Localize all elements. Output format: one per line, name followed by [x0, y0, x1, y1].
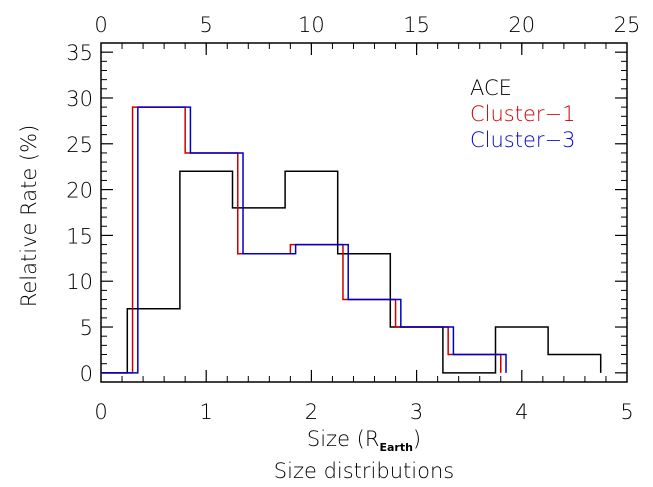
- y-tick-label: 35: [66, 41, 93, 65]
- y-tick-label: 10: [66, 270, 93, 294]
- top-x-tick-label: 25: [614, 13, 641, 37]
- series-line-2: [101, 106, 507, 374]
- top-x-tick-label: 0: [94, 13, 107, 37]
- bottom-x-axis: 0 1 2 3 4 5: [94, 43, 634, 424]
- top-x-tick-label: 15: [403, 13, 430, 37]
- y-tick-label: 0: [80, 362, 93, 386]
- series-line-0: [101, 170, 602, 374]
- y-axis-title: Relative Rate (%): [17, 125, 41, 308]
- y-tick-label: 30: [66, 87, 93, 111]
- y-tick-label: 5: [80, 316, 93, 340]
- top-x-axis: 0 5 10 15 20 25: [94, 13, 640, 49]
- top-x-tick-label: 10: [298, 13, 325, 37]
- x-tick-label: 3: [410, 400, 423, 424]
- top-x-tick-label: 5: [200, 13, 213, 37]
- series-line-1: [101, 106, 502, 374]
- x-axis-title: Size (REarth): [307, 427, 421, 454]
- x-tick-label: 5: [620, 400, 633, 424]
- x-tick-label: 0: [94, 400, 107, 424]
- left-y-axis: 0 5 10 15 20 25 30 35: [66, 41, 627, 386]
- series-layer: [101, 106, 602, 374]
- top-x-tick-label: 20: [508, 13, 535, 37]
- legend-entry: ACE: [470, 76, 512, 100]
- x-tick-label: 2: [305, 400, 318, 424]
- x-tick-label: 1: [200, 400, 213, 424]
- legend-entry: Cluster−1: [470, 102, 576, 126]
- x-tick-label: 4: [515, 400, 528, 424]
- y-tick-label: 15: [66, 224, 93, 248]
- legend-entry: Cluster−3: [470, 128, 576, 152]
- chart-title: Size distributions: [274, 459, 454, 483]
- y-tick-label: 25: [66, 133, 93, 157]
- plot-frame: [100, 42, 628, 383]
- y-tick-label: 20: [66, 179, 93, 203]
